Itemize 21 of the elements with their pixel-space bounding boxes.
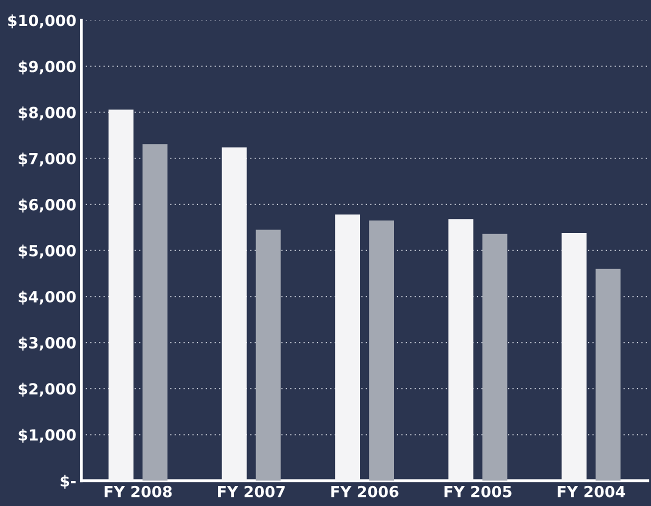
y-tick-label: $- [60, 474, 76, 489]
bar [482, 234, 508, 481]
y-tick-label: $1,000 [18, 428, 76, 443]
y-tick-label: $8,000 [18, 106, 76, 120]
bar [369, 220, 394, 481]
bar [256, 230, 281, 481]
bar [142, 144, 168, 481]
x-tick-label: FY 2007 [218, 486, 285, 498]
y-tick-label: $10,000 [8, 14, 76, 28]
y-tick-label: $3,000 [18, 336, 76, 351]
y-tick-label: $4,000 [18, 290, 76, 305]
y-tick-label: $6,000 [18, 198, 76, 212]
bar [596, 268, 621, 481]
x-tick-label: FY 2006 [331, 486, 398, 498]
x-tick-label: FY 2008 [104, 486, 172, 498]
x-tick-label: FY 2004 [558, 486, 626, 498]
x-tick-label: FY 2005 [444, 486, 512, 498]
y-tick-label: $2,000 [18, 382, 76, 397]
y-tick-label: $9,000 [18, 60, 76, 74]
y-tick-label: $7,000 [18, 152, 76, 166]
y-tick-label: $5,000 [18, 244, 76, 259]
